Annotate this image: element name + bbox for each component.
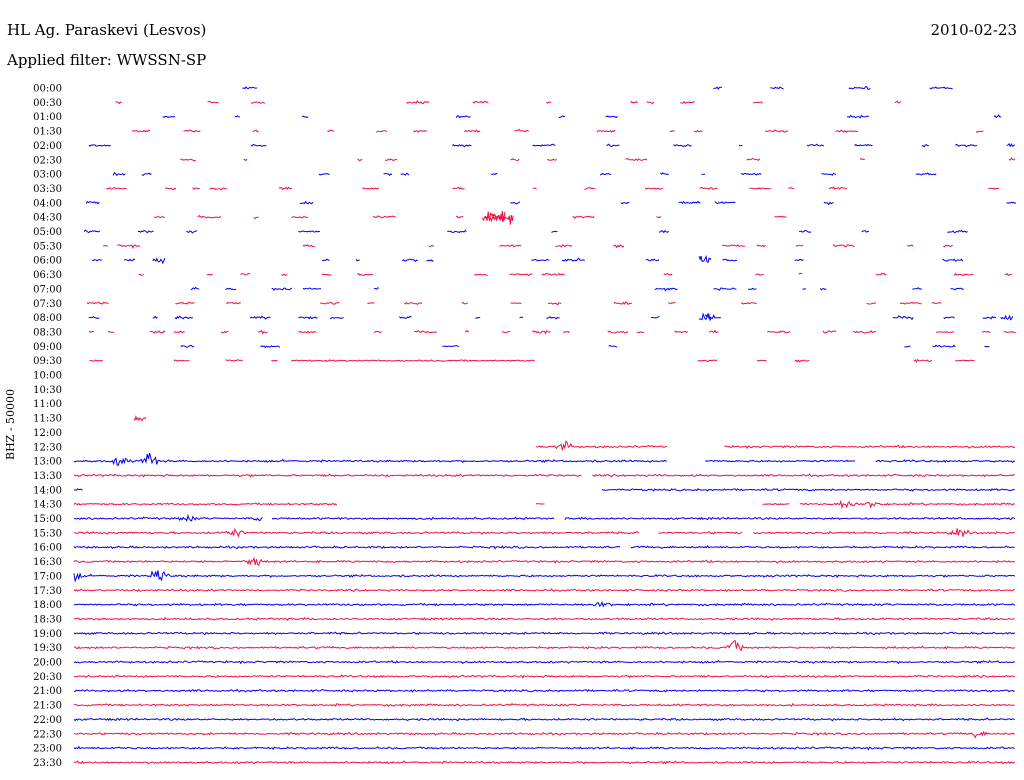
row-time-label: 02:00 (33, 141, 62, 152)
row-time-label: 12:30 (33, 442, 62, 453)
trace-row (73, 616, 1015, 622)
trace-row (73, 640, 1016, 652)
row-time-label: 09:30 (33, 356, 62, 367)
trace-row (92, 254, 964, 265)
record-date: 2010-02-23 (930, 21, 1017, 39)
row-time-label: 10:00 (33, 371, 62, 382)
trace-row (535, 439, 1016, 451)
trace-row (73, 688, 1015, 693)
row-time-label: 11:00 (33, 399, 62, 410)
row-time-label: 02:30 (33, 155, 62, 166)
row-time-label: 21:00 (33, 686, 62, 697)
trace-row (242, 86, 953, 90)
trace-row (190, 286, 964, 292)
trace-row (115, 99, 902, 105)
trace-row (73, 588, 1015, 593)
trace-row (131, 128, 984, 134)
row-time-label: 15:00 (33, 514, 62, 525)
trace-row (88, 329, 1016, 335)
filter-label: Applied filter: WWSSN-SP (7, 51, 207, 69)
row-time-label: 01:30 (33, 127, 62, 138)
row-time-label: 04:00 (33, 198, 62, 209)
row-time-label: 06:30 (33, 270, 62, 281)
trace-row (73, 473, 1015, 478)
trace-row (73, 570, 1016, 583)
row-time-label: 11:30 (33, 414, 62, 425)
trace-row (73, 659, 1015, 665)
row-time-label: 16:30 (33, 557, 62, 568)
row-time-label: 07:00 (33, 284, 62, 295)
row-time-label: 16:00 (33, 543, 62, 554)
row-time-label: 20:30 (33, 672, 62, 683)
row-time-label: 06:00 (33, 256, 62, 267)
trace-row (73, 745, 1015, 751)
row-time-label: 21:30 (33, 701, 62, 712)
row-time-label: 18:30 (33, 614, 62, 625)
row-time-label: 09:00 (33, 342, 62, 353)
row-time-label: 17:30 (33, 586, 62, 597)
row-time-label: 13:00 (33, 457, 62, 468)
row-time-label: 00:00 (33, 84, 62, 95)
trace-row (138, 272, 1012, 277)
row-time-label: 12:00 (33, 428, 62, 439)
trace-row (73, 600, 1016, 608)
trace-row (73, 556, 1016, 566)
row-time-label: 00:30 (33, 98, 62, 109)
row-time-label: 18:00 (33, 600, 62, 611)
station-title: HL Ag. Paraskevi (Lesvos) (7, 21, 207, 39)
row-time-label: 20:00 (33, 658, 62, 669)
trace-row (88, 143, 1016, 148)
trace-row (73, 499, 1015, 510)
row-time-label: 22:30 (33, 729, 62, 740)
trace-row (73, 452, 1015, 466)
row-time-label: 13:30 (33, 471, 62, 482)
trace-row (73, 631, 1016, 636)
trace-row (73, 545, 1015, 550)
row-time-label: 19:00 (33, 629, 62, 640)
trace-row (112, 171, 937, 177)
trace-row (73, 674, 1015, 679)
trace-row (73, 488, 1015, 492)
row-time-label: 23:30 (33, 758, 62, 769)
row-time-label: 19:30 (33, 643, 62, 654)
row-time-label: 05:00 (33, 227, 62, 238)
row-time-label: 08:30 (33, 327, 62, 338)
trace-row (88, 312, 1014, 322)
trace-row (74, 702, 1015, 708)
row-time-label: 03:00 (33, 170, 62, 181)
trace-row (73, 730, 1015, 739)
trace-row (133, 415, 147, 422)
trace-row (106, 186, 1000, 191)
row-time-label: 10:30 (33, 385, 62, 396)
row-time-label: 23:00 (33, 744, 62, 755)
trace-row (85, 200, 1017, 206)
row-time-label: 03:30 (33, 184, 62, 195)
trace-row (154, 210, 787, 225)
trace-row (103, 244, 953, 250)
row-time-label: 07:30 (33, 299, 62, 310)
trace-row (86, 301, 942, 306)
row-time-label: 04:30 (33, 213, 62, 224)
trace-row (73, 717, 1015, 722)
row-time-label: 14:30 (33, 500, 62, 511)
trace-row (180, 157, 1016, 162)
trace-row (73, 760, 1016, 765)
trace-row (89, 358, 975, 363)
row-time-label: 08:00 (33, 313, 62, 324)
row-time-label: 17:00 (33, 571, 62, 582)
row-time-label: 15:30 (33, 528, 62, 539)
row-time-label: 14:00 (33, 485, 62, 496)
row-time-label: 22:00 (33, 715, 62, 726)
trace-row (73, 514, 1016, 522)
row-time-label: 05:30 (33, 241, 62, 252)
trace-row (83, 229, 968, 234)
trace-row (180, 344, 990, 349)
trace-row (162, 114, 1002, 119)
trace-row (73, 527, 1015, 538)
row-time-label: 01:00 (33, 112, 62, 123)
